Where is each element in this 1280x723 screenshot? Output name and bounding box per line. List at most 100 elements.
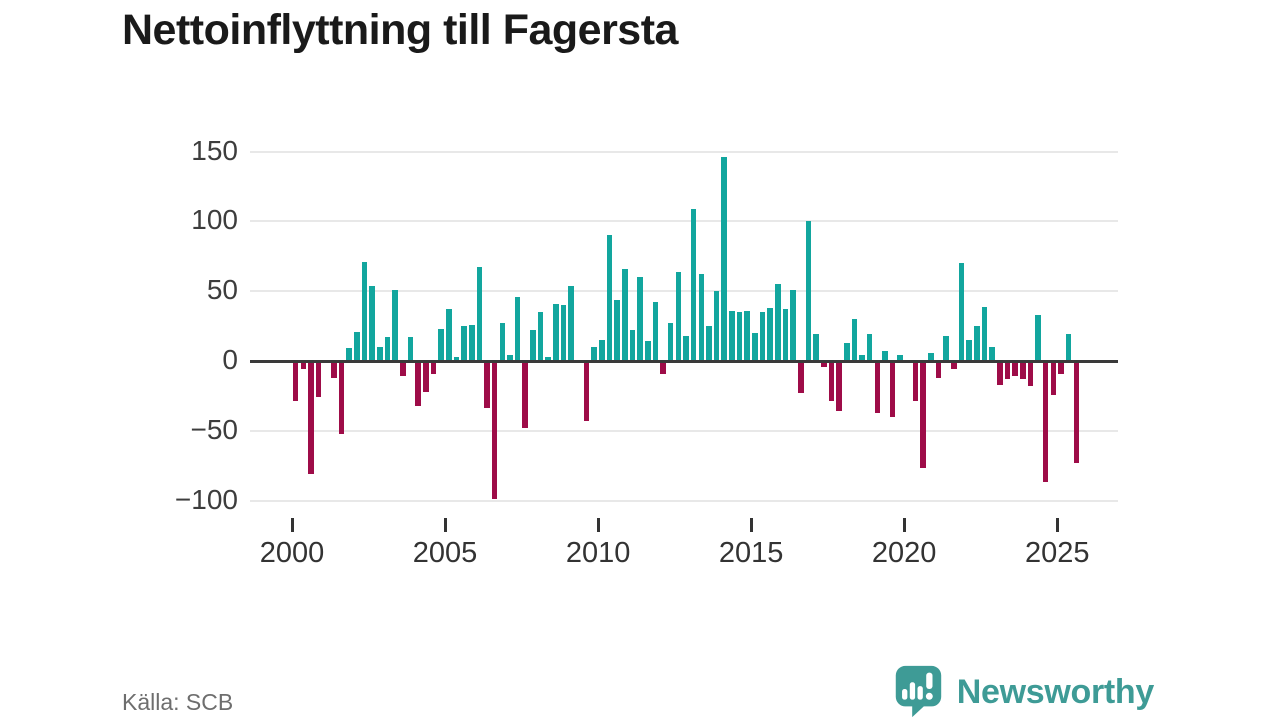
bar-2008q2 xyxy=(545,356,552,361)
bar-2008q1 xyxy=(537,312,544,361)
gridline xyxy=(250,429,1118,432)
bar-2019q3 xyxy=(889,361,896,417)
bar-2015q4 xyxy=(775,284,781,361)
bar-2000q1 xyxy=(292,361,299,402)
bar-2006q4 xyxy=(499,323,506,361)
bar-2023q1 xyxy=(996,361,1003,385)
bar-2019q4 xyxy=(897,355,904,361)
bar-2009q4 xyxy=(591,347,597,361)
x-axis-year-label: 2020 xyxy=(871,537,937,569)
bar-2008q4 xyxy=(560,305,567,361)
source-caption: Källa: SCB xyxy=(122,689,234,715)
bar-2015q1 xyxy=(752,333,758,361)
bar-2013q2 xyxy=(698,274,705,361)
x-axis-year-label: 2000 xyxy=(259,537,325,569)
bar-2006q3 xyxy=(491,361,498,500)
bar-2004q3 xyxy=(430,361,437,374)
x-axis-year-label: 2015 xyxy=(718,537,784,569)
zero-axis-line xyxy=(250,359,1118,363)
bar-2016q2 xyxy=(790,289,796,361)
bar-2024q2 xyxy=(1035,314,1041,361)
bar-2005q4 xyxy=(468,324,475,361)
bar-2011q4 xyxy=(652,302,659,361)
y-axis-tick-label: 150 xyxy=(191,134,238,166)
bar-2007q2 xyxy=(514,296,521,361)
bar-2000q3 xyxy=(308,361,314,475)
bar-2001q4 xyxy=(346,348,353,361)
bar-2014q3 xyxy=(736,312,743,361)
bar-2018q4 xyxy=(866,334,873,361)
bar-2014q2 xyxy=(729,310,735,361)
bar-2012q2 xyxy=(667,323,674,361)
bar-2009q1 xyxy=(568,285,574,361)
newsworthy-speech-bubble-chart-icon xyxy=(889,662,947,723)
x-axis-year-label: 2025 xyxy=(1024,537,1090,569)
bar-2012q4 xyxy=(683,335,689,361)
bar-2020q2 xyxy=(912,361,919,402)
bar-2017q1 xyxy=(813,334,819,361)
bar-2021q1 xyxy=(935,361,942,378)
bar-2022q1 xyxy=(966,340,972,361)
y-axis-tick-label: −100 xyxy=(174,483,238,515)
bar-2000q2 xyxy=(300,361,307,370)
bar-2014q1 xyxy=(721,157,728,361)
y-axis-tick-label: −50 xyxy=(190,413,239,445)
bar-2007q1 xyxy=(507,355,513,361)
x-axis-tick xyxy=(290,518,294,532)
bar-2002q3 xyxy=(369,285,376,361)
bar-2016q4 xyxy=(805,221,812,361)
bar-2002q1 xyxy=(354,331,360,361)
bar-2013q4 xyxy=(713,291,720,361)
bar-2003q2 xyxy=(392,289,398,361)
bar-2018q3 xyxy=(859,355,865,361)
bar-2003q1 xyxy=(384,337,391,361)
bar-2021q2 xyxy=(943,335,949,361)
bar-2008q3 xyxy=(553,303,559,361)
bar-2019q1 xyxy=(874,361,881,413)
bar-2006q1 xyxy=(476,267,483,361)
bar-2001q3 xyxy=(338,361,345,434)
y-axis-tick-label: 0 xyxy=(222,344,238,375)
bar-2006q2 xyxy=(484,361,490,409)
bar-2017q2 xyxy=(820,361,827,367)
bar-2024q1 xyxy=(1027,361,1034,387)
bar-2011q3 xyxy=(644,341,651,361)
bar-2020q3 xyxy=(920,361,927,469)
gridline xyxy=(250,220,1118,223)
bar-2016q3 xyxy=(797,361,804,394)
bar-2004q4 xyxy=(438,328,444,361)
x-axis-tick xyxy=(596,518,600,532)
bar-2005q1 xyxy=(445,309,452,361)
bar-2002q4 xyxy=(377,347,383,361)
gridline xyxy=(250,290,1118,293)
bar-2025q2 xyxy=(1065,334,1072,361)
bar-2010q4 xyxy=(621,268,628,361)
x-axis-tick xyxy=(902,518,906,532)
bar-2012q3 xyxy=(675,271,682,361)
bar-2013q3 xyxy=(706,326,712,361)
bar-2015q2 xyxy=(759,312,766,361)
bar-2013q1 xyxy=(690,208,697,361)
bar-2007q4 xyxy=(530,330,536,361)
bar-2023q2 xyxy=(1004,361,1011,380)
bar-2004q1 xyxy=(415,361,421,406)
bar-2025q3 xyxy=(1073,361,1080,463)
gridline xyxy=(250,499,1118,502)
bar-2005q2 xyxy=(453,356,460,361)
bar-2021q4 xyxy=(958,263,965,361)
bar-2003q3 xyxy=(400,361,406,377)
bar-2019q2 xyxy=(882,351,888,361)
y-axis-tick-label: 50 xyxy=(206,274,238,306)
bar-2016q1 xyxy=(782,309,789,361)
bar-2011q1 xyxy=(629,330,636,361)
bar-2023q4 xyxy=(1019,361,1026,380)
bar-2018q2 xyxy=(851,319,858,361)
bar-2003q4 xyxy=(407,337,414,361)
bar-2010q2 xyxy=(606,235,613,361)
bar-2007q3 xyxy=(522,361,529,428)
bar-2022q4 xyxy=(989,347,995,361)
bar-2001q2 xyxy=(331,361,337,378)
x-axis-tick xyxy=(1055,518,1059,532)
